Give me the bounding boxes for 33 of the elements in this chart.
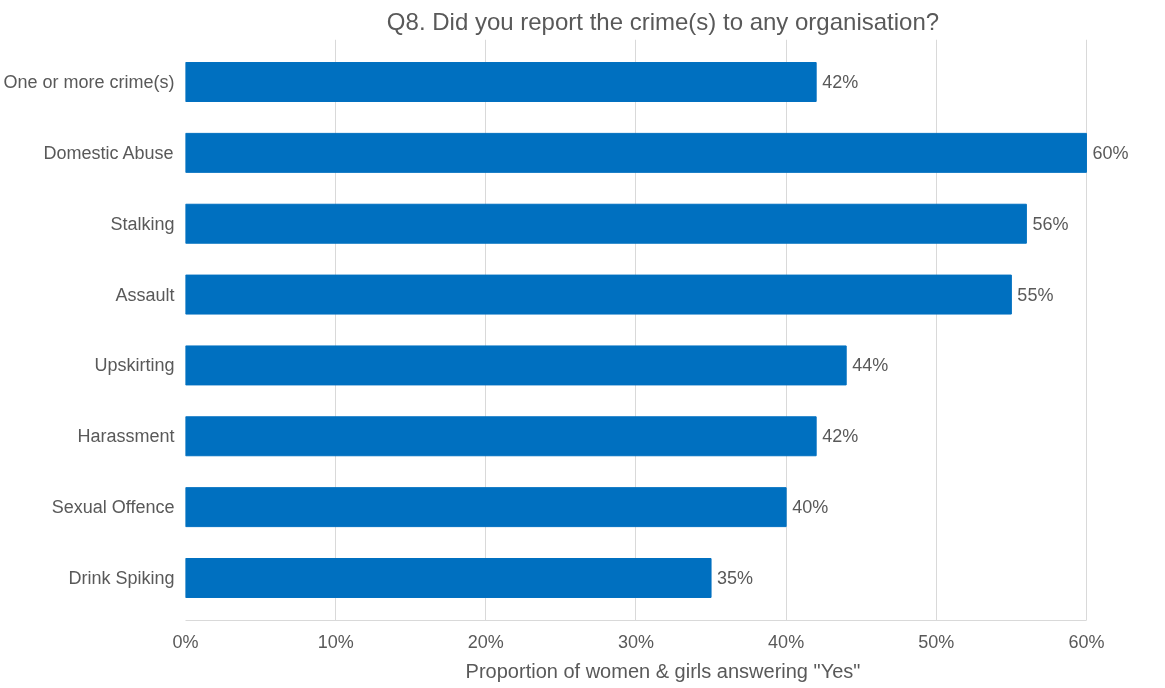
y-tick-label: Drink Spiking xyxy=(68,567,175,588)
data-label: 60% xyxy=(1092,142,1129,163)
data-label: 56% xyxy=(1032,213,1069,234)
data-label: 35% xyxy=(717,567,754,588)
bar xyxy=(185,345,847,386)
y-tick-label: Harassment xyxy=(77,426,175,447)
x-tick-label: 20% xyxy=(467,631,504,652)
data-label: 42% xyxy=(822,72,859,93)
bar xyxy=(185,487,787,528)
x-tick-label: 40% xyxy=(768,631,805,652)
x-tick-label: 50% xyxy=(918,631,955,652)
x-tick-label: 0% xyxy=(172,631,199,652)
x-axis-title: Proportion of women & girls answering "Yes" xyxy=(465,659,861,682)
data-label: 40% xyxy=(792,497,829,518)
data-label: 44% xyxy=(852,355,889,376)
y-tick-label: Domestic Abuse xyxy=(43,142,174,163)
y-tick-label: Assault xyxy=(115,284,175,305)
bar xyxy=(185,416,817,457)
bar xyxy=(185,132,1087,173)
x-tick-label: 60% xyxy=(1068,631,1105,652)
data-label: 55% xyxy=(1017,284,1054,305)
bar xyxy=(185,62,817,102)
y-tick-label: Upskirting xyxy=(94,355,175,376)
y-tick-label: One or more crime(s) xyxy=(3,72,175,93)
y-tick-label: Sexual Offence xyxy=(51,497,175,518)
y-tick-label: Stalking xyxy=(110,213,175,234)
bar xyxy=(185,558,712,598)
bar xyxy=(185,274,1012,315)
bar xyxy=(185,203,1027,244)
x-tick-label: 10% xyxy=(317,631,354,652)
chart-title: Q8. Did you report the crime(s) to any organisation? xyxy=(386,7,940,35)
x-tick-label: 30% xyxy=(617,631,654,652)
data-label: 42% xyxy=(822,426,859,447)
